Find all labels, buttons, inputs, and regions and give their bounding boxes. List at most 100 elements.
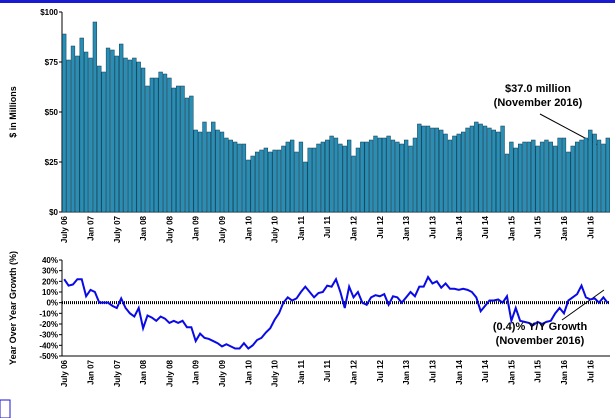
- y-tick-label: -50%: [39, 352, 58, 361]
- bar: [263, 147, 268, 213]
- y-tick-label: -10%: [39, 309, 58, 318]
- bar: [307, 147, 312, 213]
- bar: [377, 137, 382, 213]
- bar: [162, 73, 168, 213]
- bar: [504, 153, 510, 213]
- bar: [574, 141, 580, 213]
- bar: [105, 47, 111, 213]
- x-tick-label: July 06: [60, 215, 69, 243]
- bar: [522, 141, 527, 213]
- y-tick-label: -40%: [39, 341, 58, 350]
- bar: [136, 61, 141, 213]
- bar: [592, 133, 597, 213]
- bar: [399, 143, 404, 213]
- bar: [539, 141, 545, 213]
- bar: [237, 143, 242, 213]
- bar: [386, 135, 391, 213]
- bar: [167, 77, 172, 213]
- bar: [412, 137, 418, 213]
- bar: [333, 137, 339, 213]
- x-tick-label: Jan 07: [86, 215, 95, 240]
- bar: [97, 65, 102, 213]
- bar: [329, 135, 334, 213]
- y-tick-label: $100: [40, 8, 58, 17]
- bar: [66, 59, 71, 213]
- bar: [509, 141, 514, 213]
- bar: [132, 57, 137, 213]
- bar: [566, 151, 571, 213]
- bar: [110, 49, 115, 213]
- bar: [360, 141, 365, 213]
- x-tick-label: Jul 15: [534, 215, 543, 238]
- bar: [75, 55, 80, 213]
- bar: [439, 129, 444, 213]
- bar: [281, 145, 286, 213]
- bar: [193, 129, 198, 213]
- bar: [145, 85, 150, 213]
- bar: [272, 149, 277, 213]
- annotation: $37.0 million: [505, 83, 571, 95]
- bar: [347, 139, 352, 213]
- x-tick-label: Jan 08: [139, 215, 148, 240]
- bar: [320, 141, 325, 213]
- annotation: (November 2016): [496, 335, 585, 347]
- x-tick-label: Jan 12: [350, 215, 359, 240]
- bar: [268, 151, 273, 213]
- bar: [62, 33, 67, 213]
- bar: [285, 141, 290, 213]
- bar: [127, 59, 133, 213]
- y-tick-label: 30%: [42, 267, 58, 276]
- bar: [487, 127, 492, 213]
- bar: [482, 125, 488, 213]
- bar: [368, 139, 374, 213]
- bar: [294, 151, 299, 213]
- x-tick-label: July 10: [271, 215, 280, 243]
- y-tick-label: 0%: [46, 299, 58, 308]
- top-border: [0, 0, 615, 3]
- x-tick-label: July 07: [113, 215, 122, 243]
- bar: [114, 55, 119, 213]
- bar: [583, 137, 589, 213]
- x-tick-label: July 08: [165, 359, 174, 387]
- y-tick-label: $25: [45, 158, 59, 167]
- bar: [421, 125, 426, 213]
- bar: [351, 155, 356, 213]
- x-tick-label: Jul 13: [428, 215, 437, 238]
- x-tick-label: Jan 13: [402, 359, 411, 384]
- y-tick-label: 40%: [42, 256, 58, 265]
- x-tick-label: Jan 07: [86, 359, 95, 384]
- bar: [119, 43, 124, 213]
- bar: [544, 139, 549, 213]
- bar: [382, 137, 387, 213]
- bar: [233, 141, 238, 213]
- x-tick-label: Jul 13: [428, 359, 437, 382]
- x-tick-label: Jan 13: [402, 215, 411, 240]
- bar: [404, 139, 409, 213]
- bar: [325, 139, 330, 213]
- bar: [561, 137, 567, 213]
- bar: [342, 145, 347, 213]
- x-tick-label: July 10: [271, 359, 280, 387]
- bar: [184, 97, 190, 213]
- x-tick-label: Jan 14: [455, 359, 464, 384]
- x-tick-label: July 09: [218, 359, 227, 387]
- y-tick-label: 20%: [42, 277, 58, 286]
- line: [63, 275, 609, 350]
- y-tick-label: $50: [45, 108, 59, 117]
- bar: [447, 139, 453, 213]
- bar: [250, 155, 255, 213]
- bar: [500, 125, 505, 213]
- bar: [570, 145, 575, 213]
- bar: [535, 145, 540, 213]
- bar: [588, 129, 593, 213]
- bar: [254, 151, 260, 213]
- annotation: (November 2016): [494, 97, 583, 109]
- bar: [123, 57, 128, 213]
- y-axis-label: Year Over Year Growth (%): [8, 251, 18, 365]
- x-tick-label: Jan 08: [139, 359, 148, 384]
- bar: [70, 45, 76, 213]
- annotation: (0.4)% Y/Y Growth: [493, 321, 588, 333]
- bar: [496, 131, 501, 213]
- bar: [149, 77, 155, 213]
- bar: [526, 141, 532, 213]
